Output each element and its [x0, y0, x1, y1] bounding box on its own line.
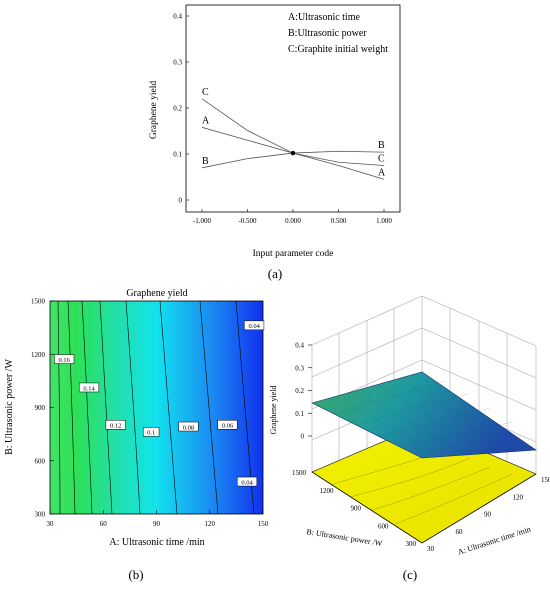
contour-label-box [105, 420, 126, 430]
surface-x-axis-label: A: Ultrasonic time /min [457, 525, 532, 557]
time-tick-label: 120 [513, 493, 524, 501]
contour-label-box [54, 354, 75, 364]
series-label-start-c: C [202, 87, 209, 98]
panel-label-c: (c) [403, 567, 417, 582]
panel-label-b: (b) [128, 567, 143, 582]
x-tick-label: 90 [153, 520, 161, 528]
series-label-start-b: B [202, 156, 209, 167]
x-tick-label: 60 [100, 520, 108, 528]
surface-plot: 0 0.1 0.2 0.3 0.4 1500 1200 900 600 300 30 60 90 120 1… [269, 295, 550, 582]
x-tick-label: 0.500 [331, 217, 347, 225]
contour-label-box [178, 421, 199, 432]
perturbation-legend: A:Ultrasonic time B:Ultrasonic power C:G… [288, 12, 388, 55]
contour-level-label: 0.04 [241, 479, 253, 486]
perturbation-y-axis-label: Graphene yield [149, 81, 159, 140]
legend-entry-b: B:Ultrasonic power [288, 28, 367, 39]
y-tick-label: 0 [179, 197, 183, 205]
contour-label-box [217, 420, 238, 430]
contour-level-label: 0.14 [83, 385, 95, 392]
time-tick-label: 90 [484, 511, 492, 519]
contour-x-axis-label: A: Ultrasonic time /min [109, 537, 204, 548]
contour-plot: 30 60 90 120 150 300 600 900 1200 1500 0.16 0.14 0.… [4, 288, 269, 582]
power-tick-label: 1200 [320, 487, 335, 495]
time-tick-label: 60 [456, 528, 464, 536]
x-tick-label: -1.000 [193, 217, 212, 225]
power-tick-label: 300 [406, 540, 417, 548]
floor-contour-lines [329, 446, 513, 525]
perturbation-plot: -1.000 -0.500 0.000 0.500 1.000 0 0.1 0.2 0.3 0.4… [149, 4, 401, 281]
series-label-end-b: B [378, 140, 385, 151]
panel-label-a: (a) [268, 266, 282, 281]
time-tick-label: 150 [541, 476, 550, 484]
z-tick-label: 0.2 [295, 387, 304, 395]
contour-plot-fill [50, 301, 263, 514]
y-tick-label: 0.3 [173, 59, 182, 67]
series-label-end-c: C [378, 154, 385, 165]
legend-entry-c: C:Graphite initial weight [288, 44, 388, 55]
power-tick-label: 900 [351, 505, 362, 513]
z-tick-label: 0 [301, 433, 305, 441]
surface-z-axis-label: Graphene yield [269, 385, 278, 434]
surface-y-axis-label: B: Ultrasonic power /W [306, 527, 384, 548]
surface-mesh [333, 377, 514, 458]
x-tick-label: 150 [258, 520, 269, 528]
x-tick-label: 30 [47, 520, 55, 528]
y-tick-label: 1500 [31, 298, 46, 306]
contour-lines [57, 300, 255, 515]
contour-label-box [79, 382, 100, 393]
contour-level-label: 0.16 [59, 357, 71, 364]
contour-level-label: 0.1 [147, 430, 155, 437]
y-tick-label: 300 [35, 511, 46, 519]
series-label-end-a: A [378, 167, 386, 178]
response-surface [311, 371, 537, 459]
contour-level-label: 0.04 [248, 323, 260, 330]
contour-label-box [236, 476, 258, 487]
legend-entry-a: A:Ultrasonic time [288, 12, 360, 23]
contour-label-box [143, 427, 160, 437]
contour-level-label: 0.08 [183, 424, 194, 431]
power-tick-label: 600 [378, 522, 389, 530]
y-tick-label: 1200 [31, 351, 46, 359]
series-label-start-a: A [202, 115, 210, 126]
contour-title: Graphene yield [126, 288, 187, 299]
z-tick-label: 0.3 [295, 364, 304, 372]
y-tick-label: 600 [35, 457, 46, 465]
contour-label-box [244, 320, 265, 331]
y-tick-label: 0.1 [173, 151, 182, 159]
contour-level-label: 0.12 [110, 423, 121, 430]
z-tick-label: 0.1 [295, 410, 304, 418]
power-tick-label: 1500 [292, 469, 307, 477]
center-point [290, 150, 296, 156]
perturbation-x-axis-label: Input parameter code [253, 249, 334, 259]
x-tick-label: 0.000 [285, 217, 301, 225]
x-tick-label: -0.500 [238, 217, 257, 225]
contour-y-axis-label: B: Ultrasonic power /W [4, 359, 15, 455]
time-tick-label: 30 [427, 545, 435, 553]
y-tick-label: 900 [35, 404, 46, 412]
x-tick-label: 1.000 [376, 217, 392, 225]
x-tick-label: 120 [205, 520, 216, 528]
contour-level-label: 0.06 [222, 423, 234, 430]
z-tick-label: 0.4 [295, 342, 304, 350]
y-tick-label: 0.4 [173, 13, 182, 21]
y-tick-label: 0.2 [173, 105, 182, 113]
series-line-c [201, 98, 385, 166]
